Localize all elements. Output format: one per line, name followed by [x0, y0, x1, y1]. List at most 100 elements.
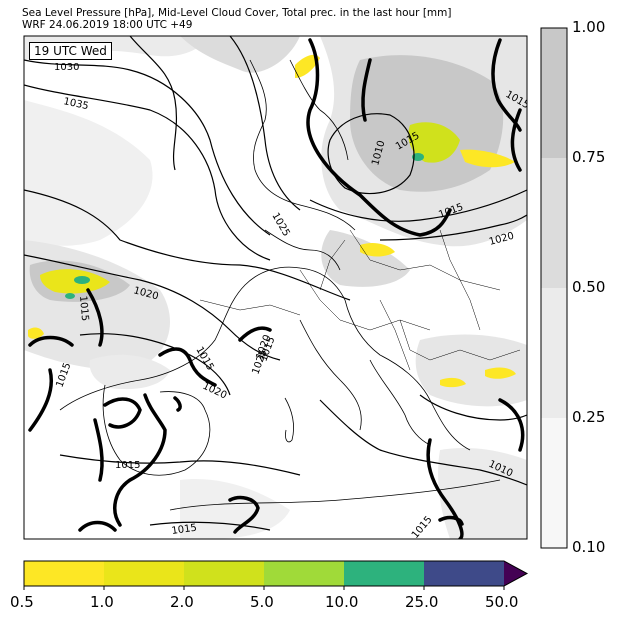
cloud-tick-label: 0.50: [572, 278, 606, 296]
map-title: Sea Level Pressure [hPa], Mid-Level Clou…: [22, 7, 452, 19]
cloud-tick-label: 1.00: [572, 18, 606, 36]
precip-colorbar-segment: [184, 561, 264, 586]
thick-isobar: [28, 335, 74, 347]
isobar: [309, 189, 527, 222]
precip-area: [28, 327, 44, 339]
border: [299, 269, 431, 331]
thick-isobar: [78, 520, 117, 532]
isobar-labels: 1030 1035 1025 1020 1015 1015 1015 1020 …: [54, 62, 527, 539]
coastline: [369, 359, 431, 446]
precip-tick-label: 0.5: [10, 593, 34, 611]
precip-colorbar-extend: [504, 561, 527, 586]
border: [349, 229, 501, 291]
cloud-area: [415, 334, 527, 407]
isobar-label: 1030: [54, 62, 79, 73]
thick-isobar: [228, 495, 260, 534]
precip-colorbar-segment: [424, 561, 504, 586]
coastline: [249, 59, 356, 231]
cloud-colorbar-segment: [541, 288, 567, 418]
cloud-colorbar-segment: [541, 28, 567, 158]
borders-layer: [199, 229, 521, 371]
thick-isobar: [86, 288, 104, 347]
precip-tick-label: 25.0: [405, 593, 439, 611]
isobar-label: 1015: [115, 460, 140, 471]
map-subtitle: WRF 24.06.2019 18:00 UTC +49: [22, 19, 193, 31]
isobar-label: 1015: [77, 295, 90, 321]
thick-isobar: [306, 38, 452, 237]
coastline: [299, 319, 362, 431]
precip-tick-label: 1.0: [90, 593, 114, 611]
thick-isobar: [158, 347, 217, 387]
border: [379, 299, 411, 371]
cloud-colorbar: [540, 27, 568, 549]
cloud-tick-label: 0.75: [572, 148, 606, 166]
coastline: [102, 384, 211, 476]
isobar-label: 1035: [62, 96, 89, 112]
cloud-area: [89, 354, 170, 390]
coastline: [289, 59, 349, 161]
thick-isobar: [28, 368, 53, 432]
precip-area: [360, 242, 395, 257]
cloud-area: [180, 36, 300, 73]
cloud-area: [438, 448, 527, 539]
cloud-tick-label: 0.10: [572, 538, 606, 556]
isobar: [24, 254, 281, 361]
precip-colorbar-segment: [24, 561, 104, 586]
precip-colorbar-segment: [344, 561, 424, 586]
border: [319, 239, 346, 291]
isobar: [319, 399, 527, 486]
thick-isobar: [238, 326, 272, 342]
precip-tick-label: 5.0: [250, 593, 274, 611]
isobar: [59, 454, 301, 476]
precip-tick-label: 10.0: [325, 593, 359, 611]
cloud-area: [180, 479, 290, 539]
border: [439, 229, 481, 331]
thick-isobar: [361, 58, 372, 122]
precip-tick-label: 50.0: [485, 593, 519, 611]
thick-isobar-layer: [28, 38, 525, 539]
precip-area: [440, 377, 466, 388]
precip-area: [460, 149, 515, 168]
thick-isobar: [93, 418, 104, 482]
thick-isobar: [113, 393, 167, 527]
isobar: [24, 84, 271, 261]
isobar: [24, 59, 271, 236]
precip-tick-label: 2.0: [170, 593, 194, 611]
precipitation-layer: [28, 54, 516, 388]
precip-area: [485, 367, 516, 379]
thick-isobar: [510, 108, 522, 172]
coastline: [264, 229, 341, 271]
isobar-label: 1015: [171, 523, 198, 537]
coastline-layer: [59, 59, 501, 511]
isobar: [129, 36, 178, 171]
precip-area: [408, 122, 460, 163]
isobar: [149, 521, 271, 531]
isobar: [229, 36, 301, 211]
isobar: [379, 214, 527, 241]
precip-area: [412, 153, 424, 161]
border: [399, 319, 521, 361]
border: [199, 299, 301, 316]
cloud-tick-label: 0.25: [572, 408, 606, 426]
coastline: [169, 479, 501, 511]
thick-isobar: [498, 398, 525, 452]
precip-area: [65, 293, 75, 299]
thick-isobar: [426, 438, 464, 539]
cloud-colorbar-segment: [541, 158, 567, 288]
time-badge: 19 UTC Wed: [29, 42, 112, 60]
precip-area: [295, 54, 320, 78]
precip-colorbar-segment: [264, 561, 344, 586]
thick-isobar: [438, 515, 464, 526]
map-frame: [23, 35, 528, 540]
isobar: [24, 189, 351, 301]
precip-colorbar-frame: [23, 560, 529, 587]
thick-isobar: [173, 396, 182, 412]
precip-area: [74, 276, 90, 284]
precip-colorbar: [23, 560, 529, 590]
coastline: [284, 397, 294, 443]
cloud-colorbar-frame: [540, 27, 568, 549]
cloud-area: [321, 230, 410, 287]
thick-isobar: [103, 397, 142, 429]
precip-colorbar-segment: [104, 561, 184, 586]
